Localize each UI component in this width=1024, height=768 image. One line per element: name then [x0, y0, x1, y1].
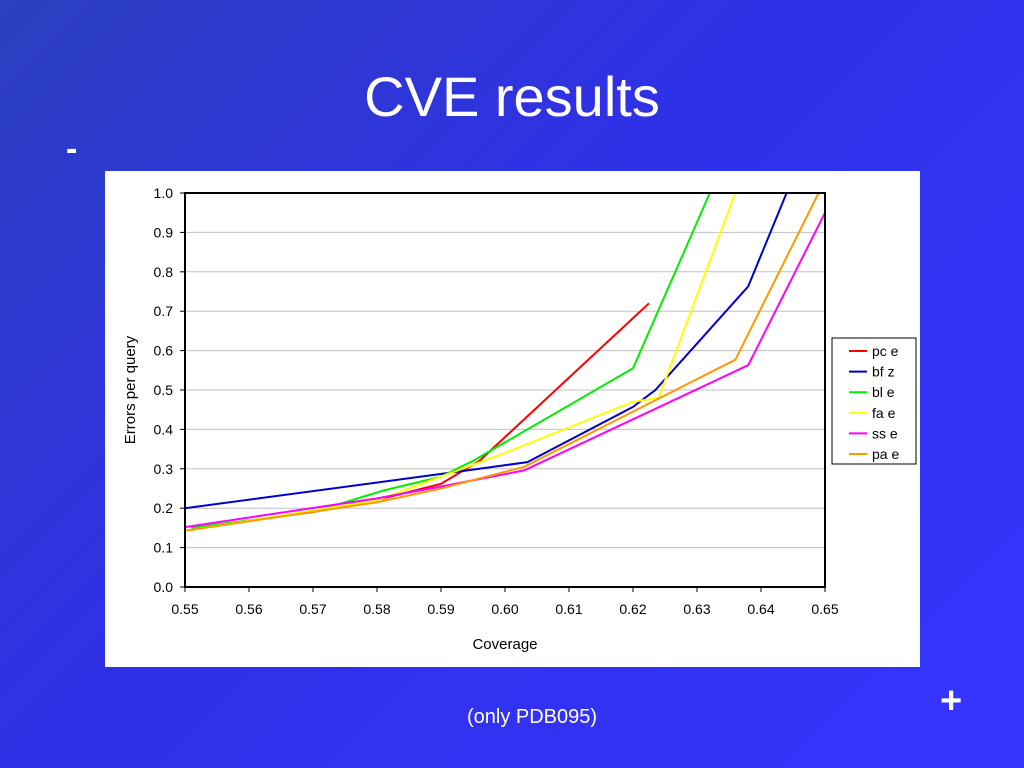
slide-caption: (only PDB095): [466, 706, 598, 728]
legend-label: fa e: [872, 405, 896, 421]
x-tick-label: 0.60: [491, 601, 518, 617]
y-tick-label: 0.8: [154, 264, 174, 280]
y-axis-label: Errors per query: [122, 335, 139, 444]
y-tick-label: 0.0: [154, 579, 174, 595]
line-chart: 0.0 0.1 0.2 0.3 0.4 0.5 0.6 0.7 0.8 0.9 1.0 0.55 0.5…: [122, 185, 917, 653]
y-tick-label: 0.9: [154, 224, 174, 240]
grid-lines: [185, 231, 825, 549]
x-tick-label: 0.58: [363, 601, 390, 617]
legend-label: ss e: [872, 425, 898, 441]
series-lines: [184, 192, 826, 532]
y-tick-label: 0.5: [154, 382, 174, 398]
y-tick-label: 0.1: [154, 540, 174, 556]
x-tick-label: 0.62: [619, 601, 646, 617]
y-tick-label: 0.6: [154, 343, 174, 359]
x-axis-label: Coverage: [472, 636, 537, 653]
legend-label: pc e: [872, 343, 899, 359]
series-line-ss-e: [184, 212, 826, 529]
y-tick-label: 0.3: [154, 461, 174, 477]
x-tick-label: 0.65: [811, 601, 838, 617]
slide-title: CVE results: [364, 65, 660, 128]
series-line-pa-e: [184, 192, 820, 532]
x-tick-label: 0.57: [299, 601, 326, 617]
chart-panel: 0.0 0.1 0.2 0.3 0.4 0.5 0.6 0.7 0.8 0.9 1.0 0.55 0.5…: [105, 171, 920, 667]
y-tick-label: 1.0: [154, 185, 174, 201]
legend-label: pa e: [872, 446, 899, 462]
legend-box: [831, 337, 917, 465]
series-line-bf-z: [184, 192, 788, 510]
y-tick-label: 0.4: [154, 421, 174, 437]
expand-plus-icon[interactable]: +: [940, 680, 963, 722]
series-line-fa-e: [191, 192, 737, 531]
collapse-minus-icon[interactable]: -: [66, 130, 78, 168]
x-tick-label: 0.63: [683, 601, 710, 617]
x-tick-label: 0.56: [235, 601, 262, 617]
legend-label: bl e: [872, 384, 895, 400]
y-tick-label: 0.2: [154, 500, 174, 516]
legend: pc e bf z bl e fa e ss e pa e: [831, 337, 917, 465]
x-tick-label: 0.61: [555, 601, 582, 617]
x-tick-label: 0.55: [171, 601, 198, 617]
x-tick-label: 0.59: [427, 601, 454, 617]
y-tick-label: 0.7: [154, 303, 174, 319]
axis-ticks: 0.0 0.1 0.2 0.3 0.4 0.5 0.6 0.7 0.8 0.9 1.0 0.55 0.5…: [154, 185, 839, 617]
x-tick-label: 0.64: [747, 601, 774, 617]
series-line-pc-e: [191, 302, 650, 529]
legend-label: bf z: [872, 364, 895, 380]
